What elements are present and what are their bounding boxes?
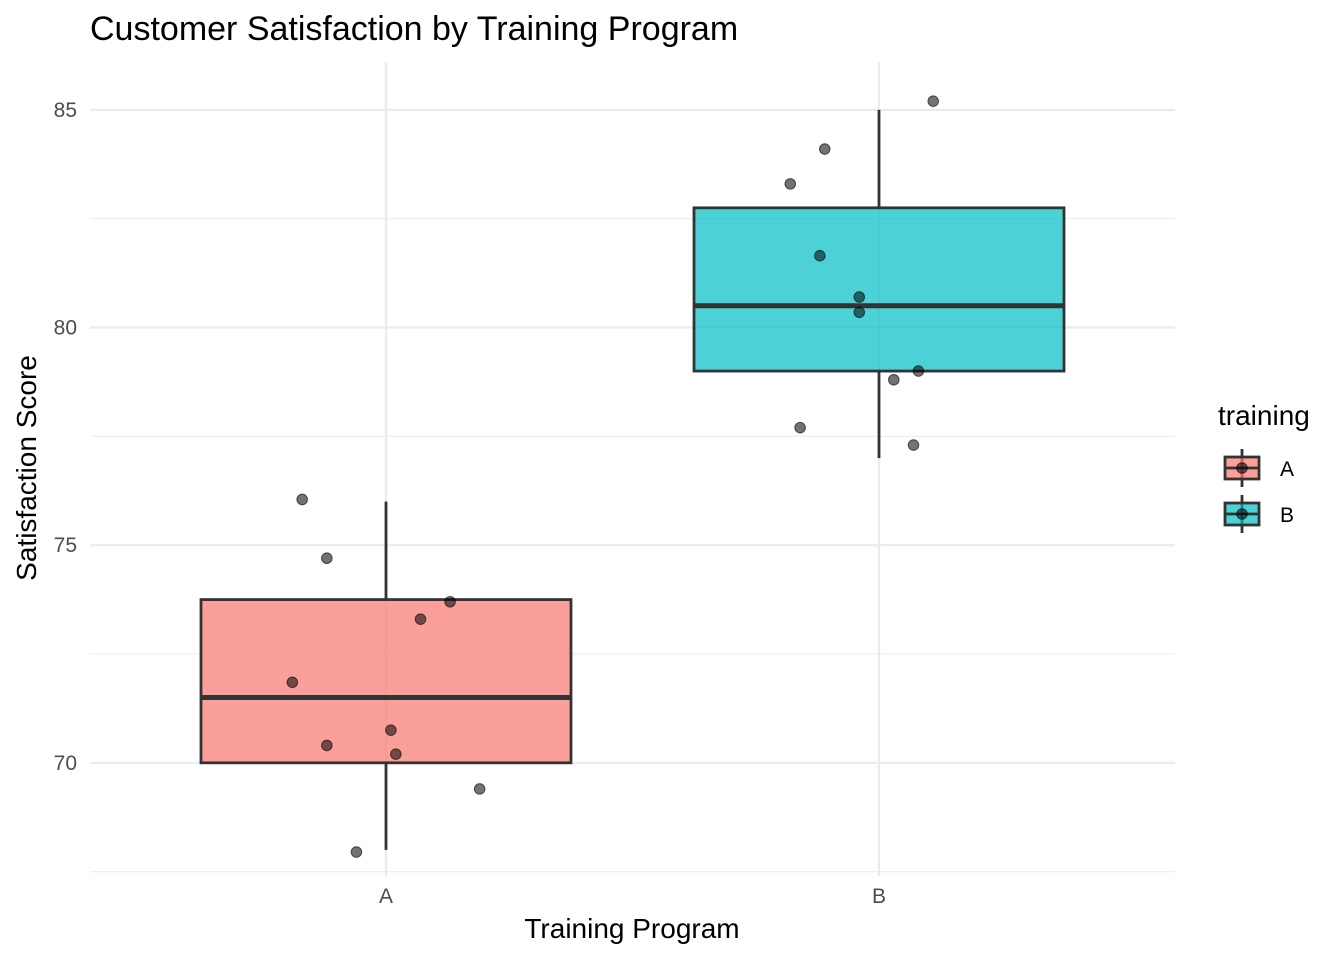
legend-title: training: [1218, 400, 1310, 431]
box-group-b: [692, 109, 1066, 459]
legend: training AB: [1218, 400, 1310, 533]
data-point: [912, 365, 925, 377]
data-point: [814, 249, 826, 262]
data-point: [853, 291, 866, 303]
data-point: [473, 783, 486, 795]
y-axis-title: Satisfaction Score: [11, 355, 42, 581]
data-point: [385, 724, 397, 736]
legend-label: B: [1280, 504, 1294, 527]
data-point: [853, 306, 866, 319]
y-axis-ticks: 70 75 80 85: [54, 99, 77, 775]
legend-point: [1236, 508, 1248, 520]
data-point: [414, 613, 427, 625]
data-point: [296, 493, 308, 506]
data-point: [818, 143, 831, 155]
data-point: [390, 748, 402, 760]
data-point: [907, 439, 920, 451]
data-point: [286, 676, 299, 689]
points-layer: [286, 95, 940, 858]
data-point: [927, 95, 940, 107]
data-point: [794, 421, 806, 434]
legend-label: A: [1280, 458, 1294, 481]
y-tick-label: 75: [54, 534, 77, 557]
data-point: [321, 739, 333, 752]
data-point: [321, 552, 333, 565]
x-axis-title: Training Program: [524, 913, 739, 944]
y-tick-label: 70: [54, 752, 77, 775]
y-tick-label: 80: [54, 317, 77, 340]
y-tick-label: 85: [54, 99, 77, 122]
x-tick-label: B: [872, 885, 886, 908]
box-group-a: [199, 501, 573, 850]
box-layer: [199, 109, 1066, 850]
box-iqr: [199, 598, 573, 765]
legend-key-a: A: [1223, 449, 1294, 487]
data-point: [784, 178, 797, 190]
data-point: [350, 846, 363, 858]
chart-title: Customer Satisfaction by Training Progra…: [90, 10, 738, 48]
x-tick-label: A: [379, 885, 393, 908]
legend-key-b: B: [1223, 495, 1294, 533]
data-point: [887, 373, 900, 386]
box-iqr: [692, 206, 1066, 373]
legend-point: [1236, 462, 1248, 474]
data-point: [444, 595, 456, 608]
